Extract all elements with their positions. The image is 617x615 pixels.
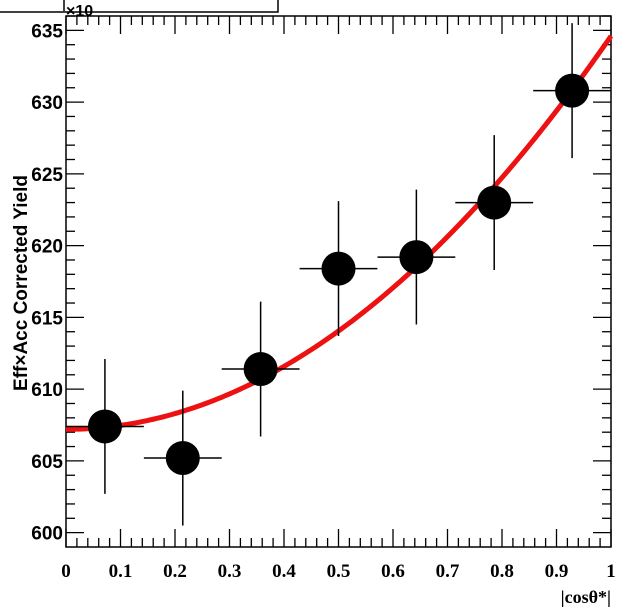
x-tick-label: 0.1: [109, 561, 133, 582]
y-tick-label: 630: [31, 93, 63, 114]
y-axis-title: Eff×Acc Corrected Yield: [11, 175, 32, 391]
data-point: [321, 251, 356, 286]
x-tick-label: 0: [61, 561, 71, 582]
data-point: [555, 73, 590, 108]
x-tick-label: 0.6: [381, 561, 405, 582]
data-point: [165, 441, 200, 476]
axis-ticks: [65, 15, 612, 547]
y-exponent-label: ×10: [66, 3, 93, 20]
y-tick-label: 635: [31, 21, 63, 42]
x-tick-label: 0.9: [545, 561, 569, 582]
x-tick-label: 0.5: [327, 561, 351, 582]
x-tick-label: 1: [606, 561, 616, 582]
y-tick-label: 605: [31, 452, 63, 473]
y-tick-label: 600: [31, 524, 63, 545]
data-point: [477, 185, 512, 220]
x-tick-labels: 0 0.1 0.2 0.3 0.4 0.5 0.6 0.7 0.8 0.9 1: [61, 561, 616, 582]
x-tick-label: 0.7: [436, 561, 460, 582]
data-point: [87, 409, 122, 444]
x-tick-label: 0.2: [163, 561, 187, 582]
y-tick-label: 610: [31, 380, 63, 401]
y-tick-label: 625: [31, 165, 63, 186]
y-tick-label: 615: [31, 308, 63, 329]
y-tick-labels: 600 605 610 615 620 625 630 635: [31, 21, 63, 544]
x-tick-label: 0.3: [218, 561, 242, 582]
x-tick-label: 0.4: [272, 561, 296, 582]
x-tick-label: 0.8: [490, 561, 514, 582]
data-point: [243, 352, 278, 387]
data-point: [399, 240, 434, 275]
x-axis-title: |cosθ*|: [561, 587, 611, 607]
y-tick-label: 620: [31, 237, 63, 258]
data-points: [66, 23, 611, 526]
legend-box: [0, 0, 279, 13]
